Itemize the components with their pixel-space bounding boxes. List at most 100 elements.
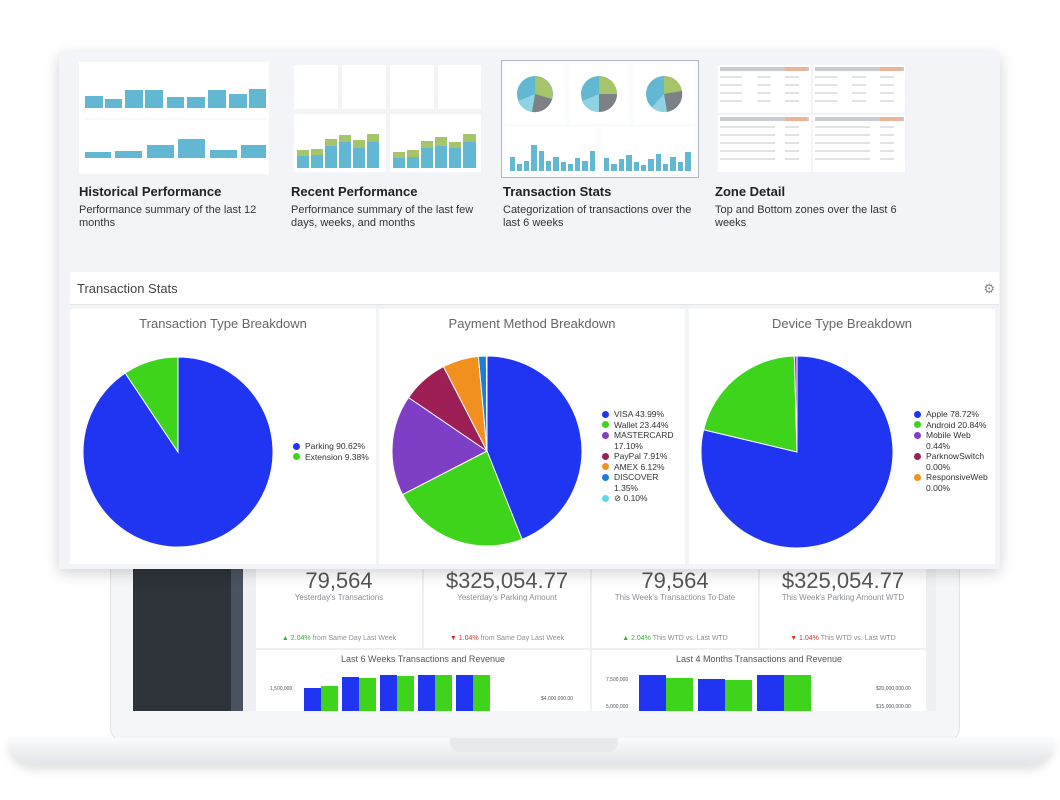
thumb-pie-3: [646, 75, 683, 113]
legend-label: VISA 43.99%: [614, 409, 665, 419]
gear-icon[interactable]: ⚙: [983, 281, 995, 296]
legend-item[interactable]: AMEX 6.12%: [602, 462, 684, 473]
pie-chart-device-type: [700, 355, 894, 549]
legend-label: Wallet 23.44%: [614, 419, 669, 430]
legend-item[interactable]: DISCOVER 1.35%: [602, 472, 684, 493]
legend-label: MASTERCARD 17.10%: [614, 430, 674, 451]
bar-chart-thumbnail: [85, 89, 266, 158]
legend-label: Apple 78.72%: [926, 409, 979, 419]
y2-tick-label: $4,000,000.00: [541, 696, 573, 702]
panel-device-type: Device Type Breakdown Apple 78.72% Androi…: [689, 309, 995, 564]
legend-item[interactable]: ResponsiveWeb 0.00%: [914, 472, 996, 493]
thumbnail-recent-performance: [291, 62, 481, 174]
laptop-notch: [450, 738, 618, 752]
thumb-pie-1: [517, 76, 553, 113]
legend-label: ⊘ 0.10%: [614, 493, 648, 503]
pie-slice-android[interactable]: [703, 355, 798, 453]
pie-thumbnail: [505, 64, 695, 174]
legend-label: PayPal 7.91%: [614, 451, 668, 461]
legend-item[interactable]: VISA 43.99%: [602, 409, 684, 420]
legend-swatch: [914, 431, 921, 439]
legend: Parking 90.62% Extension 9.38%: [293, 441, 375, 462]
legend-item[interactable]: Android 20.84%: [914, 420, 996, 431]
chart-title: Payment Method Breakdown: [448, 316, 616, 331]
kpi-label: Yesterday's Parking Amount: [457, 593, 557, 602]
kpi-yesterday-transactions: 79,564 Yesterday's Transactions ▲ 2.04% …: [256, 566, 422, 648]
section-title: Transaction Stats: [77, 281, 178, 296]
y-tick-label: 7,500,000: [606, 677, 629, 683]
kpi-delta: ▼ 1.04% from Same Day Last Week: [424, 635, 590, 642]
tile-zone-detail[interactable]: Zone Detail Top and Bottom zones over th…: [715, 62, 915, 267]
legend-item[interactable]: ParknowSwitch 0.00%: [914, 451, 996, 472]
tile-recent-performance[interactable]: Recent Performance Performance summary o…: [291, 62, 491, 267]
legend-item[interactable]: Wallet 23.44%: [602, 420, 684, 431]
y2-tick-label: $20,000,000.00: [876, 686, 911, 692]
mini-chart-6-weeks: Last 6 Weeks Transactions and Revenue 1,…: [256, 650, 590, 711]
pie-slice-visa[interactable]: [486, 355, 583, 540]
tile-historical-performance[interactable]: Historical Performance Performance summa…: [79, 62, 279, 267]
pie-slice-apple[interactable]: [700, 355, 894, 549]
legend-swatch: [602, 452, 609, 460]
legend-label: Parking 90.62%: [305, 441, 366, 451]
tile-title: Zone Detail: [715, 184, 786, 199]
kpi-value: 79,564: [305, 568, 373, 593]
legend-item[interactable]: Parking 90.62%: [293, 441, 375, 452]
legend-label: DISCOVER 1.35%: [614, 472, 659, 493]
kpi-value: 79,564: [641, 568, 709, 593]
chart-title: Transaction Type Breakdown: [139, 316, 307, 331]
kpi-delta: ▼ 1.04% This WTD vs. Last WTD: [760, 635, 926, 642]
legend-label: Android 20.84%: [926, 419, 987, 430]
legend-swatch: [602, 431, 609, 439]
kpi-delta: ▲ 2.04% from Same Day Last Week: [256, 635, 422, 642]
legend-swatch: [602, 473, 609, 481]
legend-swatch: [914, 452, 921, 460]
panel-payment-method: Payment Method Breakdown VISA 43.99% Wall…: [379, 309, 685, 564]
tile-description: Top and Bottom zones over the last 6 wee…: [715, 204, 897, 229]
pie-chart-payment-method: [391, 355, 583, 547]
legend-item[interactable]: MASTERCARD 17.10%: [602, 430, 684, 451]
legend-swatch: [602, 421, 609, 428]
kpi-yesterday-amount: $325,054.77 Yesterday's Parking Amount ▼…: [424, 566, 590, 648]
pie-slice-extension[interactable]: [124, 356, 179, 454]
pie-slice-mastercard[interactable]: [391, 396, 488, 496]
thumbnail-transaction-stats: [502, 61, 698, 177]
section-header: Transaction Stats ⚙: [70, 272, 999, 305]
kpi-value: $325,054.77: [445, 568, 569, 593]
legend-label: ParknowSwitch 0.00%: [926, 451, 985, 472]
pie-chart-transaction-type: [82, 356, 274, 548]
delta-text: This WTD vs. Last WTD: [650, 635, 728, 642]
y2-tick-label: $15,000,000.00: [876, 704, 911, 710]
mini-bars: [304, 675, 490, 711]
legend-swatch: [914, 421, 921, 428]
legend-item[interactable]: Extension 9.38%: [293, 452, 375, 463]
legend-item[interactable]: ⊘ 0.10%: [602, 493, 684, 504]
legend-swatch: [602, 410, 609, 418]
delta-value: ▲ 2.04%: [281, 635, 311, 642]
legend-swatch: [293, 442, 300, 450]
stacked-bar-thumbnail: [294, 65, 481, 172]
kpi-value: $325,054.77: [781, 568, 905, 593]
delta-value: ▼ 1.04%: [449, 635, 479, 642]
pie-slice--[interactable]: [485, 355, 488, 452]
legend-label: Extension 9.38%: [305, 451, 369, 462]
legend: Apple 78.72% Android 20.84% Mobile Web 0.4…: [914, 409, 996, 493]
delta-text: from Same Day Last Week: [478, 635, 565, 642]
legend-item[interactable]: Apple 78.72%: [914, 409, 996, 420]
kpi-label: This Week's Parking Amount WTD: [781, 593, 905, 602]
delta-text: from Same Day Last Week: [310, 635, 397, 642]
delta-value: ▲ 2.04%: [622, 635, 651, 642]
background-dashboard: 79,564 Yesterday's Transactions ▲ 2.04% …: [133, 566, 936, 711]
panel-transaction-type: Transaction Type Breakdown Parking 90.62…: [70, 309, 376, 564]
tile-title: Transaction Stats: [503, 184, 612, 199]
pie-slice-mobile-web[interactable]: [793, 355, 798, 453]
legend-item[interactable]: PayPal 7.91%: [602, 451, 684, 462]
legend-label: ResponsiveWeb 0.00%: [926, 472, 988, 493]
kpi-week-amount: $325,054.77 This Week's Parking Amount W…: [760, 566, 926, 648]
legend-swatch: [602, 463, 609, 470]
thumbnail-zone-detail: [715, 62, 906, 174]
legend-item[interactable]: Mobile Web 0.44%: [914, 430, 996, 451]
legend-swatch: [914, 473, 921, 481]
tile-transaction-stats[interactable]: Transaction Stats Categorization of tran…: [502, 61, 703, 267]
tile-title: Recent Performance: [291, 184, 418, 199]
pie-slice-wallet[interactable]: [401, 450, 523, 547]
